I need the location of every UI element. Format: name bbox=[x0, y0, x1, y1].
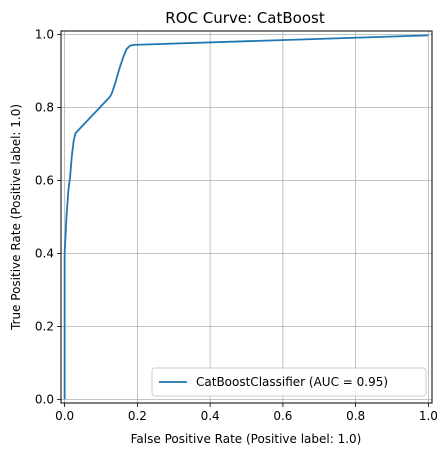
x-tick-label: 0.0 bbox=[55, 409, 74, 423]
y-tick-label: 1.0 bbox=[35, 28, 54, 42]
x-axis-label: False Positive Rate (Positive label: 1.0… bbox=[131, 432, 362, 446]
roc-curve-line bbox=[63, 34, 429, 400]
x-tick-label: 0.2 bbox=[128, 409, 147, 423]
chart-title: ROC Curve: CatBoost bbox=[165, 9, 325, 27]
x-tick-label: 0.4 bbox=[201, 409, 220, 423]
y-tick-label: 0.8 bbox=[35, 101, 54, 115]
x-tick-label: 0.6 bbox=[273, 409, 292, 423]
y-tick-label: 0.2 bbox=[35, 319, 54, 333]
legend: CatBoostClassifier (AUC = 0.95) bbox=[151, 367, 427, 397]
y-tick-label: 0.4 bbox=[35, 246, 54, 260]
plot-frame bbox=[60, 30, 433, 404]
x-tick-label: 1.0 bbox=[419, 409, 438, 423]
legend-box bbox=[151, 367, 427, 397]
legend-label: CatBoostClassifier (AUC = 0.95) bbox=[196, 375, 388, 389]
x-axis: 0.0 0.2 0.4 0.6 0.8 1.0 bbox=[55, 403, 438, 423]
y-axis-label: True Positive Rate (Positive label: 1.0) bbox=[9, 104, 23, 331]
x-tick-label: 0.8 bbox=[346, 409, 365, 423]
y-tick-label: 0.6 bbox=[35, 174, 54, 188]
grid bbox=[61, 31, 432, 403]
series-layer bbox=[63, 34, 429, 400]
y-axis: 0.0 0.2 0.4 0.6 0.8 1.0 bbox=[35, 28, 61, 406]
y-tick-label: 0.0 bbox=[35, 392, 54, 406]
